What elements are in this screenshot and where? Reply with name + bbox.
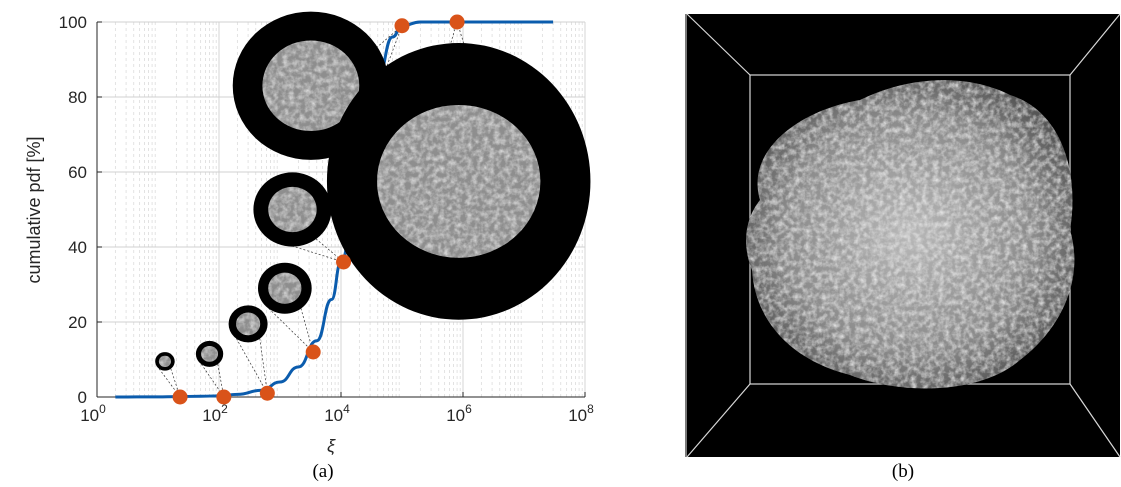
tick-labels: 100 102 104 106 108 0 20 40 60 80 100 [59, 13, 594, 425]
y-tick-label: 0 [78, 388, 87, 407]
panel-b: (b) [685, 13, 1121, 482]
aggregate-cluster-image [746, 80, 1075, 389]
x-tick-label: 106 [446, 402, 472, 425]
caption-b: (b) [892, 461, 914, 482]
x-axis-label: ξ [327, 436, 336, 456]
data-marker [172, 389, 188, 405]
aggregate-inset-texture [377, 104, 541, 258]
y-axis-label: cumulative pdf [%] [24, 136, 44, 283]
x-tick-label: 104 [324, 402, 350, 425]
data-marker [305, 344, 321, 360]
y-tick-label: 80 [68, 88, 87, 107]
aggregate-insets [155, 11, 591, 371]
panel-a: 100 102 104 106 108 0 20 40 60 80 100 ξ cumulative… [24, 11, 594, 482]
y-tick-label: 60 [68, 163, 87, 182]
y-tick-label: 40 [68, 238, 87, 257]
x-tick-label: 100 [80, 402, 106, 425]
data-marker [216, 389, 232, 405]
x-tick-label: 102 [202, 402, 228, 425]
aggregate-inset-texture [201, 345, 219, 362]
aggregate-inset-texture [268, 272, 302, 304]
data-marker [336, 254, 352, 270]
x-tick-label: 108 [568, 402, 594, 425]
inset-connector [236, 338, 268, 394]
data-marker [259, 385, 275, 401]
aggregate-inset-texture [236, 312, 261, 336]
data-markers [172, 14, 465, 405]
aggregate-inset-texture [268, 186, 317, 233]
y-tick-label: 20 [68, 313, 87, 332]
y-tick-label: 100 [59, 13, 87, 32]
aggregate-inset-texture [158, 355, 172, 368]
aggregate-inset-texture [262, 40, 360, 132]
inset-connector [217, 364, 225, 398]
data-marker [394, 18, 410, 34]
inset-connector [259, 338, 268, 394]
data-marker [449, 14, 465, 30]
render-viewport-edge [685, 14, 687, 457]
caption-a: (a) [312, 461, 333, 482]
